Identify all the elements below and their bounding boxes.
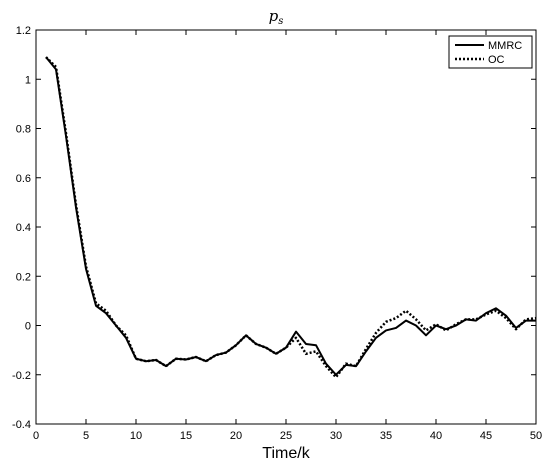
x-axis-label: Time/k <box>262 445 310 462</box>
series-line-mmrc <box>45 56 536 376</box>
plot-area <box>35 29 537 425</box>
y-tick-label: 0 <box>25 321 31 333</box>
y-tick-label: 0.6 <box>16 173 31 185</box>
y-tick-label: 1.2 <box>16 25 31 37</box>
x-tick-label: 15 <box>180 430 192 442</box>
legend-label-oc: OC <box>488 54 505 66</box>
legend-label-mmrc: MMRC <box>488 40 522 52</box>
x-tick-label: 40 <box>430 430 442 442</box>
x-tick-label: 10 <box>130 430 142 442</box>
y-tick-label: 1 <box>25 74 31 86</box>
x-tick-label: 35 <box>380 430 392 442</box>
legend: MMRC OC <box>448 35 533 69</box>
series-lines <box>45 56 537 379</box>
y-tick-label: 0.8 <box>16 124 31 136</box>
legend-box <box>448 35 533 69</box>
y-tick-label: -0.4 <box>12 419 31 431</box>
x-tick-label: 0 <box>33 430 39 442</box>
y-tick-label: 0.2 <box>16 271 31 283</box>
x-tick-label: 20 <box>230 430 242 442</box>
chart-title: ps <box>269 7 284 27</box>
x-tick-label: 50 <box>530 430 542 442</box>
y-tick-label: -0.2 <box>12 370 31 382</box>
x-axis-ticks: 0 5 10 15 20 25 30 35 40 45 50 <box>33 30 542 442</box>
y-axis-ticks: -0.4 -0.2 0 0.2 0.4 0.6 0.8 1 1.2 <box>12 25 536 431</box>
x-tick-label: 25 <box>280 430 292 442</box>
x-tick-label: 45 <box>480 430 492 442</box>
y-tick-label: 0.4 <box>16 222 31 234</box>
x-tick-label: 5 <box>83 430 89 442</box>
x-tick-label: 30 <box>330 430 342 442</box>
